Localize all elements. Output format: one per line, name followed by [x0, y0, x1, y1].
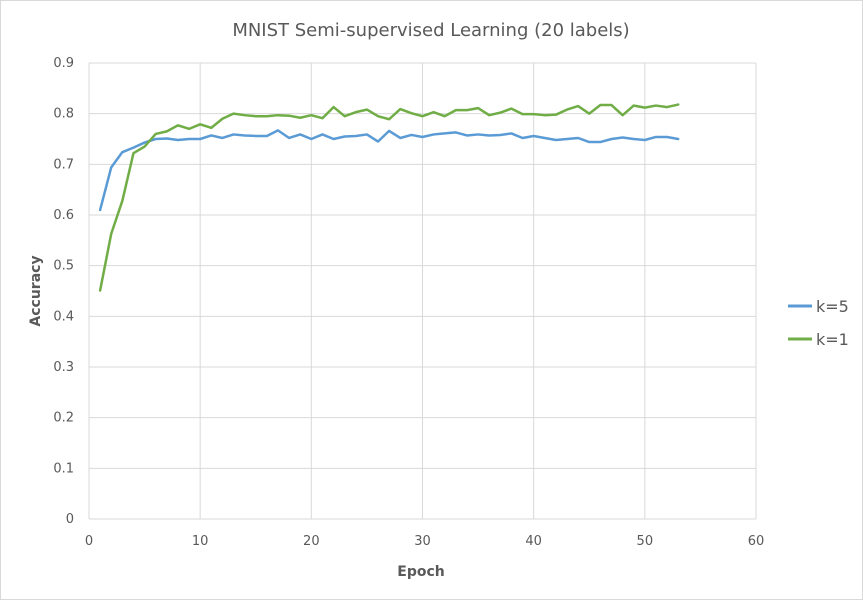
x-tick-label: 10 [192, 534, 209, 549]
x-tick-label: 0 [85, 534, 93, 549]
x-tick-label: 20 [303, 534, 320, 549]
x-tick-label: 30 [414, 534, 431, 549]
legend-entry: k=1 [816, 330, 849, 349]
y-tick-label: 0.7 [53, 157, 74, 172]
y-tick-label: 0 [66, 512, 74, 527]
gridlines [88, 62, 757, 520]
y-tick-label: 0.1 [53, 461, 74, 476]
y-tick-label: 0.9 [53, 56, 74, 71]
series-lines [98, 103, 680, 292]
y-tick-label: 0.2 [53, 411, 74, 426]
x-axis-title: Epoch [397, 564, 444, 580]
x-tick-label: 60 [748, 534, 765, 549]
y-tick-label: 0.8 [53, 107, 74, 122]
x-tick-label: 50 [637, 534, 654, 549]
chart-title: MNIST Semi-supervised Learning (20 label… [232, 20, 629, 41]
y-tick-label: 0.4 [53, 309, 74, 324]
y-tick-label: 0.3 [53, 360, 74, 375]
y-axis-title: Accuracy [28, 255, 44, 326]
y-tick-label: 0.5 [53, 259, 74, 274]
y-axis-tick-labels: 0 0.1 0.2 0.3 0.4 0.5 0.6 0.7 0.8 0.9 [53, 56, 74, 527]
x-tick-label: 40 [525, 534, 542, 549]
legend: k=5 k=1 [788, 297, 849, 349]
x-axis-tick-labels: 0 10 20 30 40 50 60 [85, 534, 764, 549]
y-tick-label: 0.6 [53, 208, 74, 223]
legend-entry: k=5 [816, 297, 849, 316]
series-line-2 [98, 103, 680, 292]
series-line-1 [98, 129, 680, 212]
